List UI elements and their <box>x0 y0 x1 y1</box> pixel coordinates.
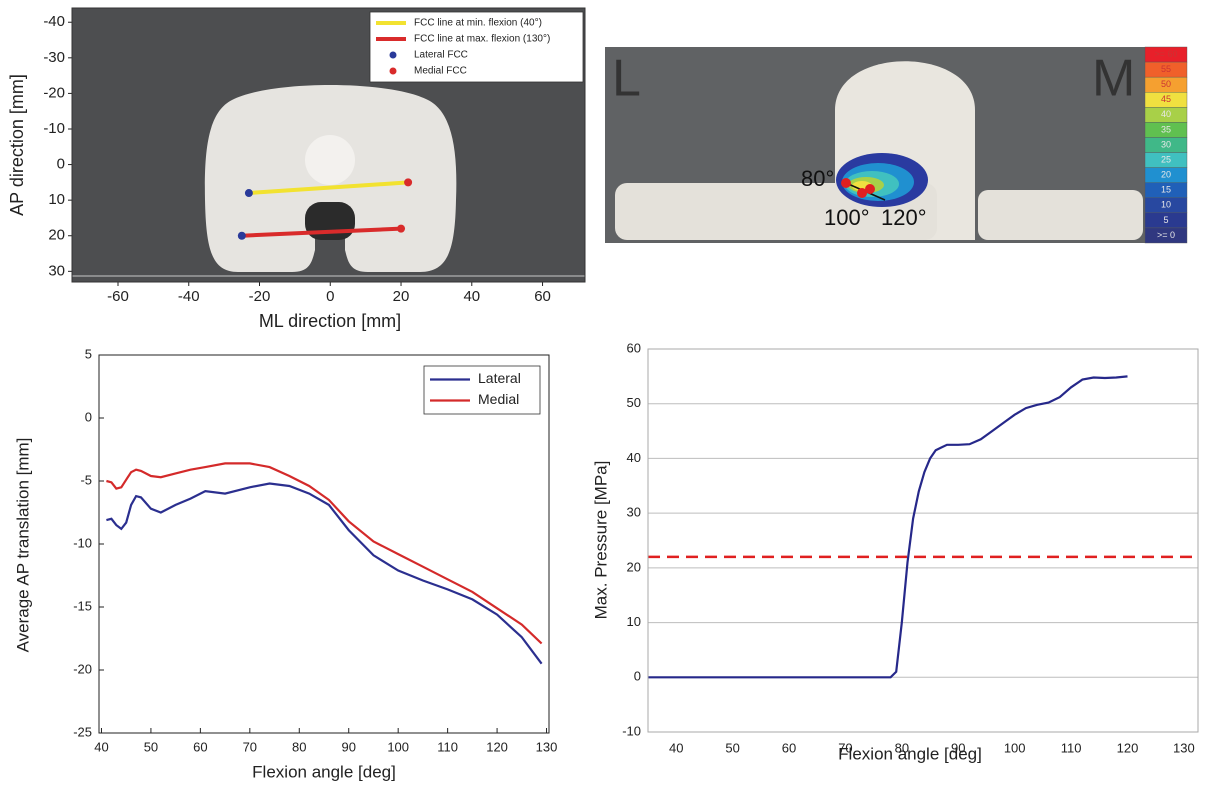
legend-label: Medial <box>478 391 519 407</box>
y-tick-label: 30 <box>627 505 641 520</box>
angle-label: 80° <box>801 166 834 191</box>
x-tick-label: 100 <box>1004 740 1026 755</box>
x-tick-label: 20 <box>393 288 410 305</box>
x-tick-label: 120 <box>486 739 508 754</box>
colorbar-label: >= 60 <box>1154 49 1177 59</box>
series-line <box>648 376 1128 677</box>
y-tick-label: -40 <box>43 13 65 30</box>
x-tick-label: 60 <box>534 288 551 305</box>
x-tick-label: -20 <box>249 288 271 305</box>
y-tick-label: -30 <box>43 49 65 66</box>
legend-label: FCC line at max. flexion (130°) <box>414 34 550 45</box>
fcc-point <box>238 232 246 240</box>
x-tick-label: 130 <box>536 739 558 754</box>
y-tick-label: 10 <box>48 191 65 208</box>
x-tick-label: 80 <box>292 739 306 754</box>
x-tick-label: 70 <box>243 739 257 754</box>
legend-swatch <box>390 68 397 75</box>
fcc-point <box>245 189 253 197</box>
x-tick-label: 50 <box>725 740 739 755</box>
side-label: M <box>1092 50 1135 108</box>
colorbar-label: 25 <box>1161 154 1171 164</box>
insert-flange <box>978 190 1143 240</box>
y-axis-label: AP direction [mm] <box>7 74 27 216</box>
page: L M 80° 100° 120° >= 6055504540353025201… <box>0 0 1206 790</box>
x-tick-label: 40 <box>463 288 480 305</box>
y-tick-label: -10 <box>43 120 65 137</box>
colorbar-label: 30 <box>1161 139 1171 149</box>
colorbar-label: >= 0 <box>1157 230 1175 240</box>
legend-label: Medial FCC <box>414 66 467 77</box>
legend-swatch <box>390 52 397 59</box>
x-tick-label: 120 <box>1117 740 1139 755</box>
x-tick-label: 40 <box>94 739 108 754</box>
colorbar-label: 10 <box>1161 200 1171 210</box>
colorbar-label: 40 <box>1161 109 1171 119</box>
y-tick-label: -20 <box>43 84 65 101</box>
contact-point <box>841 178 851 188</box>
contact-point <box>865 184 875 194</box>
colorbar-label: 35 <box>1161 124 1171 134</box>
y-tick-label: -25 <box>73 724 92 739</box>
y-tick-label: 20 <box>627 559 641 574</box>
side-label: L <box>612 50 641 108</box>
y-tick-label: 10 <box>627 614 641 629</box>
x-tick-label: 90 <box>341 739 355 754</box>
y-tick-label: 0 <box>85 409 92 424</box>
y-tick-label: 50 <box>627 395 641 410</box>
fcc-point <box>397 225 405 233</box>
colorbar-label: 50 <box>1161 79 1171 89</box>
x-tick-label: -40 <box>178 288 200 305</box>
x-tick-label: 0 <box>326 288 334 305</box>
x-tick-label: 110 <box>1061 740 1082 755</box>
y-tick-label: -10 <box>73 535 92 550</box>
legend-label: Lateral <box>478 370 521 386</box>
x-tick-label: 50 <box>144 739 158 754</box>
colorbar-label: 20 <box>1161 170 1171 180</box>
x-tick-label: 130 <box>1173 740 1195 755</box>
y-tick-label: 0 <box>57 156 65 173</box>
x-tick-label: 40 <box>669 740 683 755</box>
colorbar-label: 15 <box>1161 185 1171 195</box>
legend-label: FCC line at min. flexion (40°) <box>414 18 542 29</box>
y-tick-label: -10 <box>622 723 641 738</box>
y-tick-label: 5 <box>85 346 92 361</box>
colorbar-label: 45 <box>1161 94 1171 104</box>
x-tick-label: 60 <box>193 739 207 754</box>
x-axis-label: Flexion angle [deg] <box>252 762 396 781</box>
y-tick-label: 30 <box>48 262 65 279</box>
y-axis-label: Max. Pressure [MPa] <box>591 461 610 620</box>
x-tick-label: 60 <box>782 740 796 755</box>
x-tick-label: 100 <box>387 739 409 754</box>
x-tick-label: 110 <box>437 739 458 754</box>
y-tick-label: 40 <box>627 450 641 465</box>
y-tick-label: 60 <box>627 340 641 355</box>
colorbar-label: 5 <box>1163 215 1168 225</box>
y-axis-label: Average AP translation [mm] <box>13 438 32 653</box>
insert-post <box>305 135 355 185</box>
x-axis-label: ML direction [mm] <box>259 311 401 331</box>
y-tick-label: -15 <box>73 598 92 613</box>
legend-label: Lateral FCC <box>414 50 468 61</box>
x-axis-label: Flexion angle [deg] <box>838 744 982 763</box>
fcc-point <box>404 178 412 186</box>
x-tick-label: -60 <box>107 288 129 305</box>
angle-label: 100° <box>824 205 870 230</box>
y-tick-label: 0 <box>634 669 641 684</box>
y-tick-label: 20 <box>48 227 65 244</box>
angle-label: 120° <box>881 205 927 230</box>
colorbar-label: 55 <box>1161 64 1171 74</box>
y-tick-label: -5 <box>80 472 92 487</box>
plot-frame <box>648 349 1198 732</box>
figure: L M 80° 100° 120° >= 6055504540353025201… <box>0 0 1206 790</box>
y-tick-label: -20 <box>73 661 92 676</box>
